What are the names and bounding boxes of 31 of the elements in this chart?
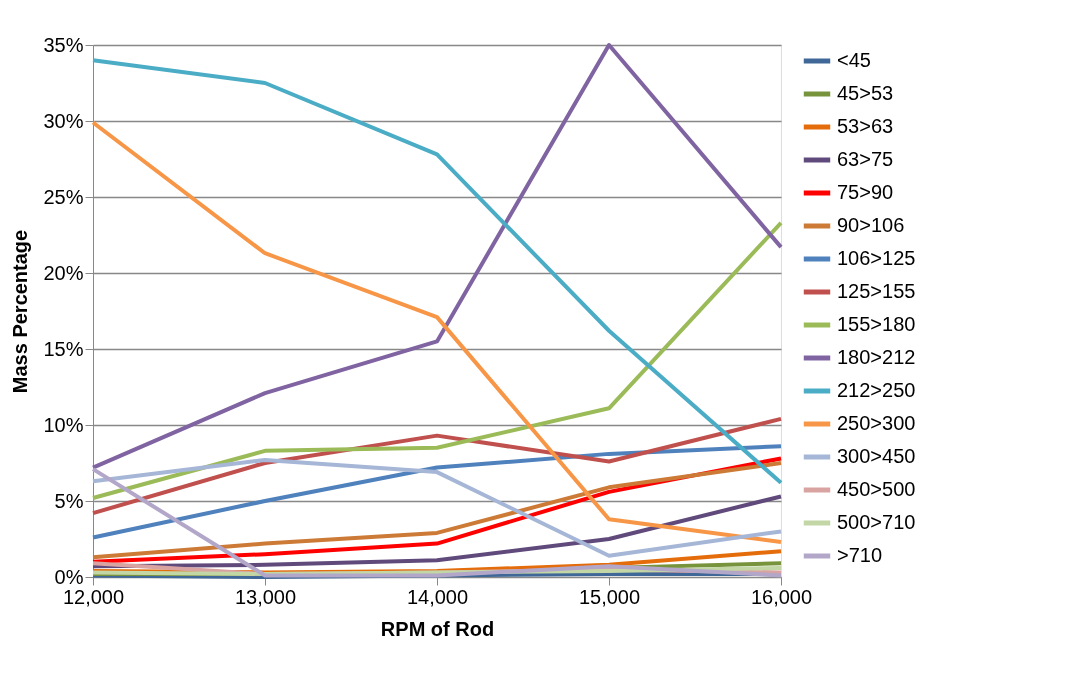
y-tick-label: 5% bbox=[54, 489, 84, 512]
y-tick-label: 25% bbox=[43, 185, 84, 208]
y-tick-label: 15% bbox=[43, 337, 84, 360]
legend-label: 300>450 bbox=[837, 445, 916, 467]
y-tick-label: 0% bbox=[54, 565, 84, 588]
x-axis-title: RPM of Rod bbox=[380, 617, 495, 640]
x-tick-label: 16,000 bbox=[750, 585, 813, 608]
legend-label: 106>125 bbox=[837, 247, 916, 269]
legend-label: 45>53 bbox=[837, 82, 894, 104]
legend-label: 125>155 bbox=[837, 280, 916, 302]
legend-label: 155>180 bbox=[837, 313, 916, 335]
legend-label: 180>212 bbox=[837, 346, 916, 368]
legend-label: 212>250 bbox=[837, 379, 916, 401]
y-tick-label: 35% bbox=[43, 33, 84, 56]
legend-label: <45 bbox=[837, 49, 871, 71]
y-tick-label: 30% bbox=[43, 109, 84, 132]
y-axis-title: Mass Percentage bbox=[9, 229, 32, 394]
legend-label: 75>90 bbox=[837, 181, 894, 203]
x-tick-label: 14,000 bbox=[406, 585, 469, 608]
y-tick-label: 20% bbox=[43, 261, 84, 284]
legend-label: >710 bbox=[837, 544, 883, 566]
y-tick-label: 10% bbox=[43, 413, 84, 436]
legend-label: 63>75 bbox=[837, 148, 894, 170]
x-tick-label: 13,000 bbox=[234, 585, 297, 608]
legend-label: 450>500 bbox=[837, 478, 916, 500]
legend-label: 500>710 bbox=[837, 511, 916, 533]
legend-label: 53>63 bbox=[837, 115, 894, 137]
legend-label: 90>106 bbox=[837, 214, 905, 236]
x-tick-label: 15,000 bbox=[578, 585, 641, 608]
legend-label: 250>300 bbox=[837, 412, 916, 434]
x-tick-label: 12,000 bbox=[62, 585, 125, 608]
